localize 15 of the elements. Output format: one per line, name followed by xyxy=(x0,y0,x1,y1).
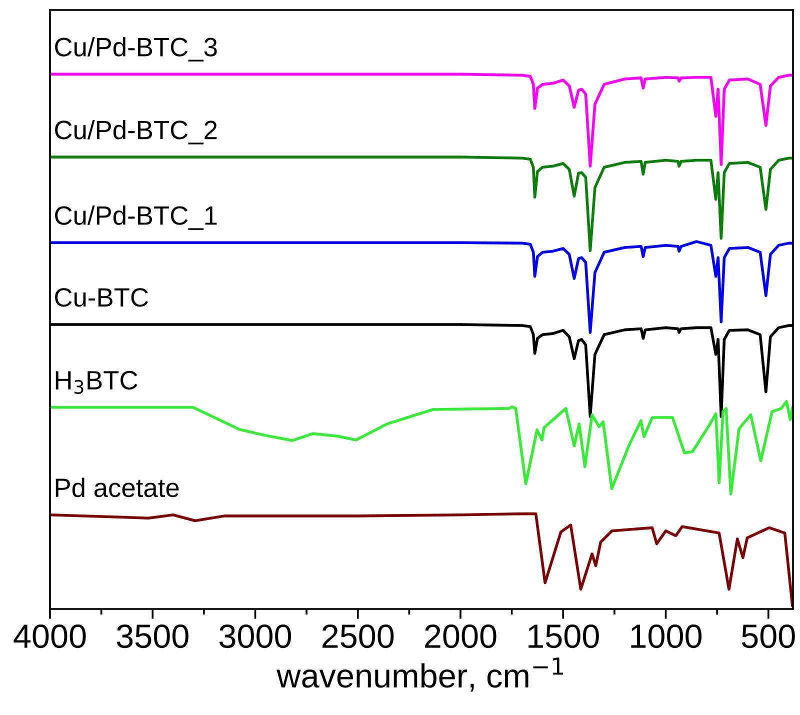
x-tick-label: 4000 xyxy=(14,624,86,648)
x-tick-label: 3000 xyxy=(219,624,292,648)
x-axis-title: wavenumber, cm$^{−1}$ xyxy=(276,658,564,692)
series-label: Cu/Pd-BTC_1 xyxy=(55,206,217,230)
x-tick-label: 3500 xyxy=(116,624,188,648)
series-label: Pd acetate xyxy=(56,478,179,498)
series-label: Cu/Pd-BTC_3 xyxy=(55,37,217,62)
series-label: Cu-BTC xyxy=(55,288,148,307)
series-label: H$_{3}$BTC xyxy=(56,370,138,394)
x-tick-label: 2000 xyxy=(425,624,496,648)
x-tick-label: 500 xyxy=(742,624,795,648)
x-tick-label: 2500 xyxy=(322,624,394,648)
x-tick-label: 1500 xyxy=(528,624,599,648)
series-label: Cu/Pd-BTC_2 xyxy=(55,120,217,144)
x-tick-label: 1000 xyxy=(631,624,702,648)
